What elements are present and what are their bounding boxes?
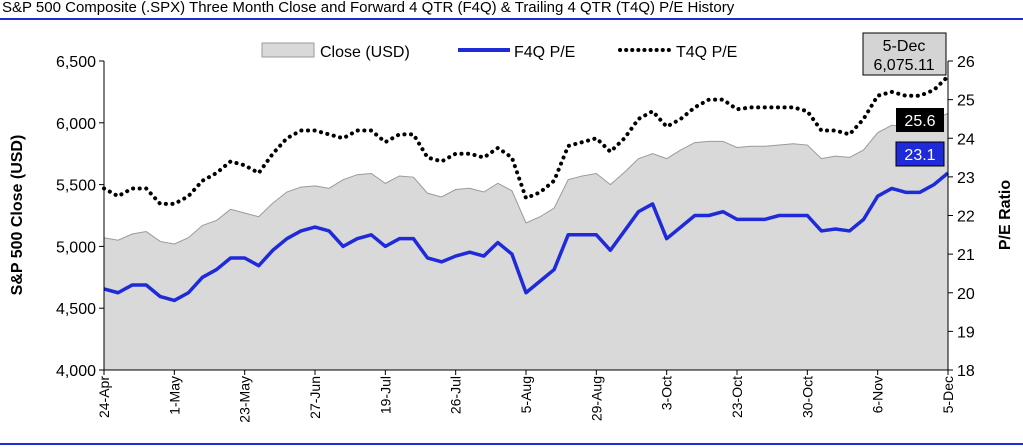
x-tick-label: 5-Aug <box>518 376 534 413</box>
close-area-outline <box>103 113 949 245</box>
legend: Close (USD) F4Q P/E T4Q P/E <box>261 42 737 61</box>
t4q-last-label-box <box>896 108 944 132</box>
close-callout: 5-Dec 6,075.11 <box>862 32 947 76</box>
y-tick-label-left: 5,500 <box>56 178 96 195</box>
y-tick-label-right: 21 <box>957 247 975 264</box>
y-tick-label-right: 18 <box>957 363 975 380</box>
y-tick-label-right: 26 <box>957 54 975 71</box>
y-tick-label-right: 22 <box>957 209 975 226</box>
close-callout-box <box>862 32 947 76</box>
y-tick-label-left: 4,000 <box>56 363 96 380</box>
footer-rule <box>0 443 1023 445</box>
t4q-last-label: 25.6 <box>896 108 944 132</box>
x-tick-label: 23-Oct <box>729 376 745 418</box>
x-tick-label: 5-Dec <box>940 376 956 413</box>
f4q-last-label-text: 23.1 <box>904 147 935 164</box>
x-tick-label: 24-Apr <box>96 376 112 418</box>
y-tick-label-left: 5,000 <box>56 239 96 256</box>
x-tick-label: 23-May <box>237 376 253 423</box>
f4q-line <box>103 171 950 303</box>
y-tick-label-right: 25 <box>957 93 975 110</box>
t4q-last-label-text: 25.6 <box>904 113 935 130</box>
t4q-line <box>102 74 950 206</box>
title-rule <box>0 18 1023 20</box>
plot-layer <box>102 74 950 371</box>
y-tick-label-left: 6,000 <box>56 116 96 133</box>
y-tick-label-right: 23 <box>957 170 975 187</box>
y-tick-label-left: 6,500 <box>56 54 96 71</box>
f4q-last-label-box <box>895 141 945 167</box>
x-tick-label: 6-Nov <box>870 376 886 413</box>
x-tick-label: 1-May <box>166 376 182 415</box>
axes-layer: 4,000 4,500 5,000 5,500 6,000 6,500 18 19 20 21 22… <box>56 54 975 423</box>
x-tick-label: 29-Aug <box>588 376 604 421</box>
y-axis-title-left: S&P 500 Close (USD) <box>9 135 26 296</box>
x-tick-label: 30-Oct <box>799 376 815 418</box>
y-tick-label-left: 4,500 <box>56 301 96 318</box>
legend-close-label: Close (USD) <box>320 44 410 61</box>
y-tick-label-right: 19 <box>957 324 975 341</box>
legend-close-swatch <box>261 42 315 58</box>
close-area <box>104 113 948 371</box>
x-tick-label: 19-Jul <box>377 376 393 414</box>
y-tick-label-right: 24 <box>957 131 975 148</box>
y-tick-label-right: 20 <box>957 286 975 303</box>
x-tick-label: 3-Oct <box>659 376 675 410</box>
x-tick-label: 27-Jun <box>307 376 323 419</box>
x-tick-label: 26-Jul <box>448 376 464 414</box>
f4q-last-label: 23.1 <box>895 141 945 167</box>
y-axis-title-right: P/E Ratio <box>997 180 1014 250</box>
chart-title: S&P 500 Composite (.SPX) Three Month Clo… <box>2 0 735 16</box>
legend-f4q-label: F4Q P/E <box>514 44 575 61</box>
legend-t4q-label: T4Q P/E <box>676 44 737 61</box>
close-callout-date: 5-Dec <box>883 38 926 55</box>
close-callout-value: 6,075.11 <box>873 57 934 74</box>
